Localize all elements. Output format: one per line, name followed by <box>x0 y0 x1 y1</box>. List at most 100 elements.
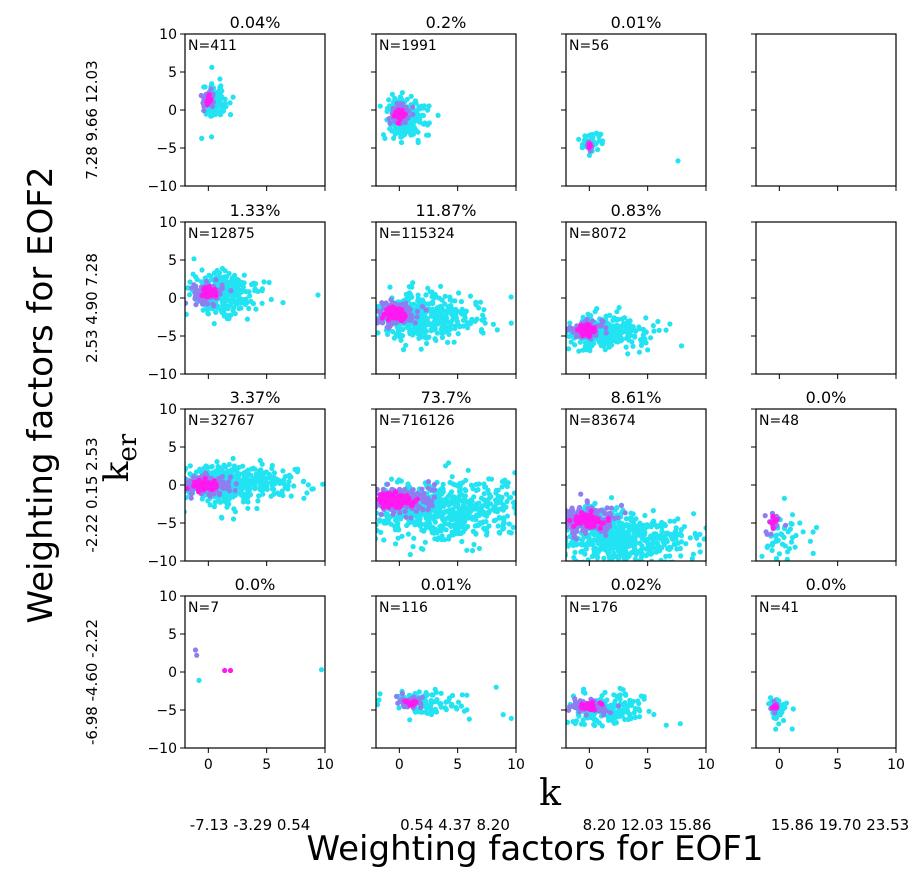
point <box>269 465 275 471</box>
point <box>425 107 431 113</box>
point <box>624 554 630 560</box>
point <box>361 512 366 517</box>
point <box>600 319 606 325</box>
point <box>577 504 583 511</box>
point <box>560 502 565 507</box>
point <box>369 497 374 502</box>
point <box>342 500 347 505</box>
point <box>642 512 648 519</box>
point <box>435 112 441 118</box>
point <box>416 516 422 522</box>
panel-percent: 73.7% <box>421 388 472 407</box>
point <box>585 518 591 525</box>
point <box>408 489 414 496</box>
point <box>800 529 806 535</box>
point <box>403 104 409 110</box>
point <box>434 528 440 534</box>
point <box>376 330 381 336</box>
point <box>614 309 620 315</box>
point <box>643 340 649 346</box>
point <box>495 523 501 529</box>
point <box>662 559 668 561</box>
point <box>645 546 651 552</box>
point <box>674 546 680 552</box>
point <box>643 553 649 559</box>
point <box>402 111 408 117</box>
point <box>641 522 647 528</box>
point <box>567 324 573 331</box>
point <box>376 522 379 528</box>
y-tick-label: 5 <box>168 440 177 456</box>
point <box>434 330 440 336</box>
point <box>383 502 389 508</box>
point <box>439 306 445 312</box>
point <box>201 84 207 90</box>
point <box>462 315 468 321</box>
point <box>524 517 529 522</box>
point <box>208 86 214 92</box>
point <box>406 284 412 290</box>
point <box>369 283 374 288</box>
point <box>583 546 589 552</box>
point <box>574 528 580 535</box>
point <box>204 480 210 486</box>
point <box>624 563 629 568</box>
point <box>582 133 588 139</box>
point <box>440 481 446 487</box>
panel-frame <box>755 221 897 375</box>
point <box>189 491 195 497</box>
point <box>519 506 524 511</box>
points <box>376 684 514 723</box>
point <box>214 470 220 476</box>
point <box>177 476 182 481</box>
point <box>359 306 364 311</box>
outlier-point <box>280 300 286 306</box>
point <box>259 286 265 292</box>
point <box>213 293 219 299</box>
point <box>656 544 662 550</box>
point <box>412 100 418 106</box>
point <box>382 497 388 504</box>
point <box>409 510 416 516</box>
point <box>195 486 201 493</box>
point <box>459 306 465 312</box>
point <box>220 300 227 306</box>
point <box>652 532 658 538</box>
outlier-point <box>494 327 500 333</box>
point <box>551 533 556 538</box>
point <box>618 338 624 344</box>
point <box>701 536 706 542</box>
point <box>250 301 256 307</box>
point <box>396 477 402 483</box>
point <box>481 307 487 313</box>
point <box>697 531 703 538</box>
point <box>423 292 429 298</box>
point <box>369 502 374 507</box>
point <box>500 526 506 532</box>
point <box>574 520 580 526</box>
point <box>458 299 464 305</box>
point <box>608 505 615 511</box>
point <box>233 481 239 487</box>
point <box>275 490 281 496</box>
point <box>487 495 493 501</box>
point <box>596 323 602 329</box>
point <box>425 507 431 513</box>
point <box>623 335 630 341</box>
point <box>629 566 634 571</box>
outlier-point <box>315 292 321 298</box>
point <box>414 108 420 114</box>
point <box>590 318 596 324</box>
point <box>481 491 487 497</box>
panel-percent: 0.01% <box>611 13 662 32</box>
point <box>230 94 236 100</box>
point <box>245 499 251 505</box>
point <box>357 527 362 532</box>
point <box>603 527 609 533</box>
point <box>401 311 407 317</box>
outlier-point <box>678 343 685 349</box>
point <box>663 579 668 584</box>
point <box>439 334 445 341</box>
point <box>446 502 452 508</box>
point <box>423 513 429 520</box>
